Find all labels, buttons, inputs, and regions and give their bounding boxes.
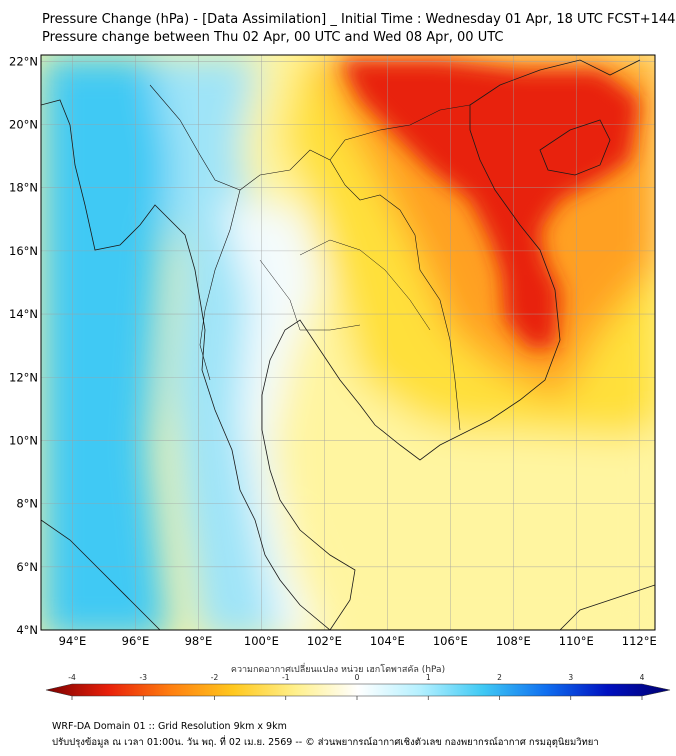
colorbar-title: ความกดอากาศเปลี่ยนแปลง หน่วย เฮกโตพาสคัล… [230, 665, 446, 675]
coastlines-and-borders [41, 59, 655, 630]
pressure-field [41, 55, 655, 630]
latitude-label: 14°N [9, 307, 38, 321]
longitude-label: 112°E [622, 634, 657, 648]
latitude-label: 22°N [9, 54, 38, 68]
latitude-label: 20°N [9, 118, 38, 132]
colorbar-tick-label: 0 [355, 673, 360, 682]
longitude-label: 96°E [122, 634, 150, 648]
latitude-tick-labels: 4°N 6°N 8°N 10°N 12°N 14°N 16°N 18°N 20°N 22°N [9, 54, 38, 637]
longitude-label: 104°E [370, 634, 405, 648]
latitude-label: 12°N [9, 370, 38, 384]
longitude-label: 98°E [185, 634, 213, 648]
latitude-label: 6°N [16, 560, 38, 574]
latitude-label: 4°N [16, 623, 38, 637]
colorbar-tick-label: 4 [640, 673, 645, 682]
latitude-label: 10°N [9, 433, 38, 447]
longitude-label: 102°E [307, 634, 342, 648]
map-subtitle: Pressure change between Thu 02 Apr, 00 U… [42, 30, 504, 45]
footer-model-info: WRF-DA Domain 01 :: Grid Resolution 9km … [52, 721, 287, 732]
latitude-label: 18°N [9, 181, 38, 195]
longitude-label: 94°E [59, 634, 87, 648]
plot-frame [40, 54, 656, 631]
longitude-label: 108°E [496, 634, 531, 648]
colorbar-tick-label: 2 [497, 673, 502, 682]
longitude-label: 100°E [244, 634, 279, 648]
longitude-tick-labels: 94°E 96°E 98°E 100°E 102°E 104°E 106°E 108°E 110… [59, 634, 657, 648]
pressure-change-map: 94°E 96°E 98°E 100°E 102°E 104°E 106°E 108°E 110… [9, 54, 671, 700]
footer-update-info: ปรับปรุงข้อมูล ณ เวลา 01:00น. วัน พฤ. ที… [52, 737, 599, 748]
colorbar-tick-label: 1 [426, 673, 431, 682]
map-title: Pressure Change (hPa) - [Data Assimilati… [42, 12, 676, 27]
colorbar-tick-label: -1 [282, 673, 290, 682]
colorbar-tick-label: 3 [568, 673, 573, 682]
colorbar-tick-label: -3 [140, 673, 148, 682]
latitude-label: 16°N [9, 244, 38, 258]
longitude-label: 106°E [433, 634, 468, 648]
colorbar-tick-label: -4 [68, 673, 76, 682]
colorbar: -4 -3 -2 -1 0 1 2 3 4 [45, 673, 671, 700]
colorbar-tick-label: -2 [211, 673, 219, 682]
longitude-label: 110°E [559, 634, 594, 648]
latitude-label: 8°N [16, 497, 38, 511]
